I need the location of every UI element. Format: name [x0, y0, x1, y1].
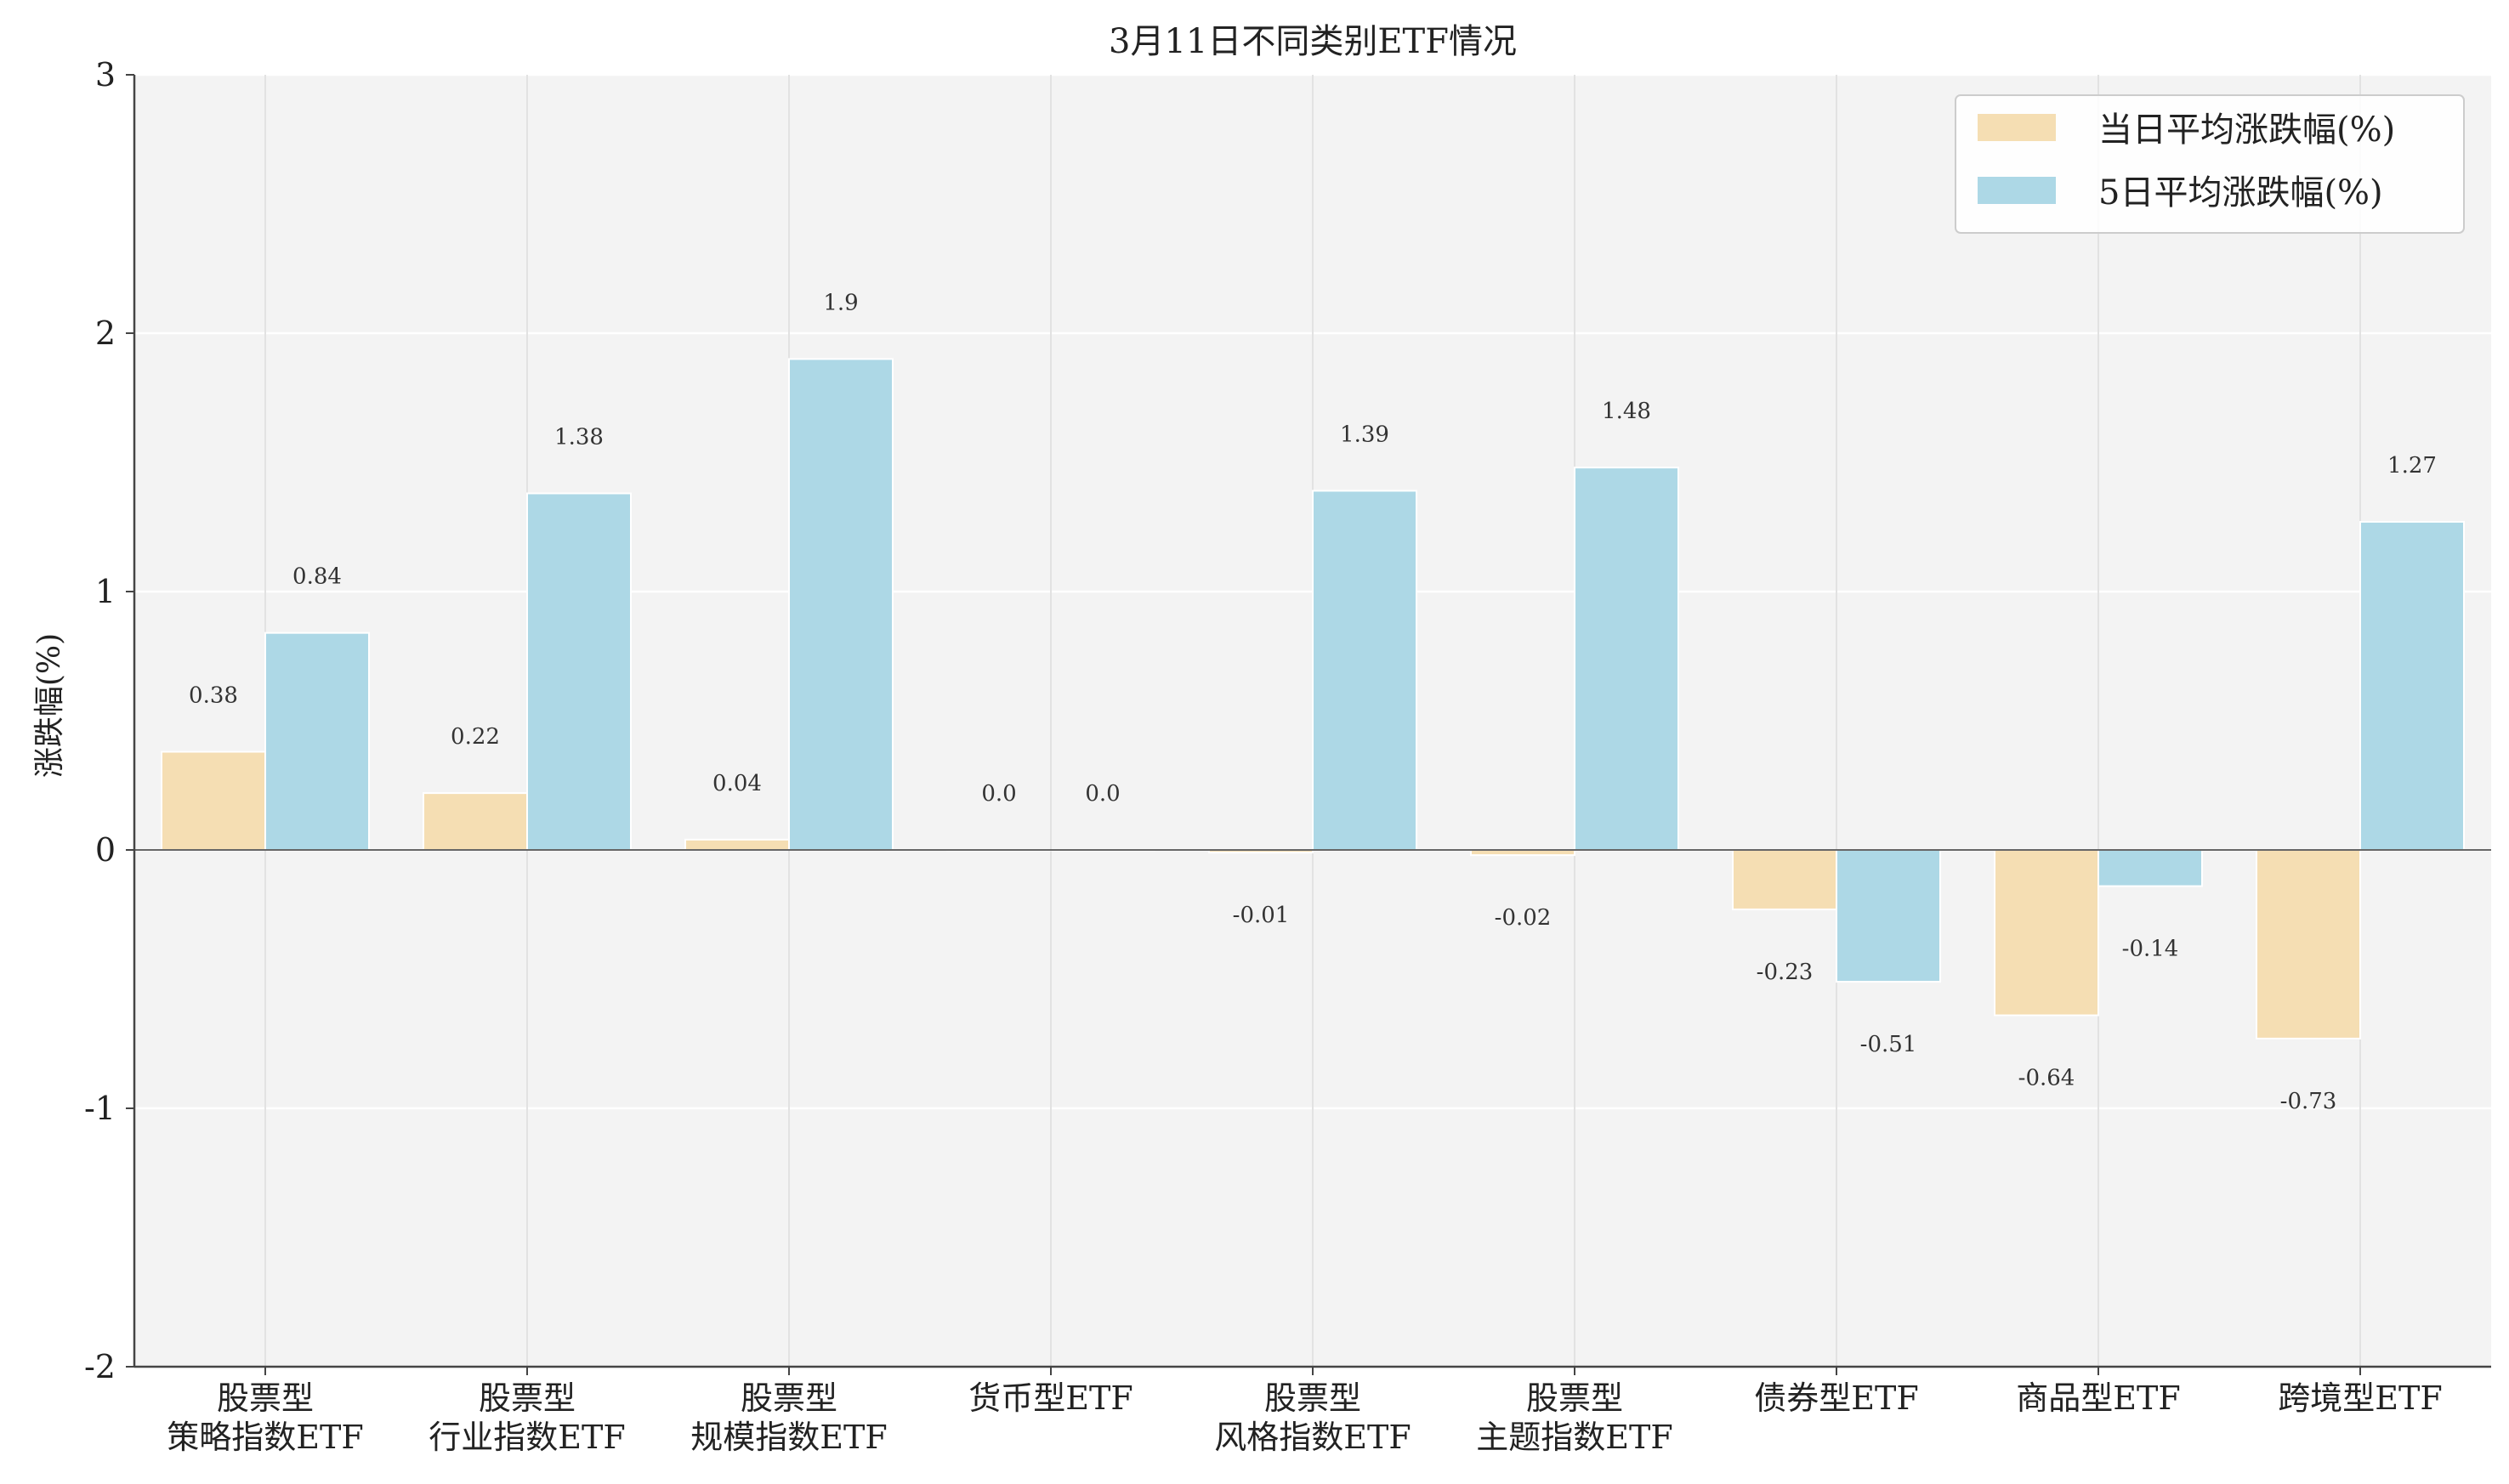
bar-daily-2 — [684, 838, 790, 852]
x-tick-label: 股票型 — [217, 1379, 314, 1417]
data-label-daily-3: 0.0 — [981, 781, 1016, 807]
x-tick-label: 债券型ETF — [1754, 1379, 1918, 1417]
legend-box — [1955, 94, 2465, 234]
bars — [161, 358, 2465, 1039]
x-tick-label: 货币型ETF — [968, 1379, 1132, 1417]
y-tick-label: 2 — [95, 314, 116, 352]
x-tick-label: 股票型 — [741, 1379, 837, 1417]
legend-label-5day: 5日平均涨跌幅(%) — [2098, 173, 2383, 212]
data-label-daily-4: -0.01 — [1233, 903, 1290, 928]
y-tick-label: 3 — [95, 56, 116, 93]
bar-daily-1 — [423, 792, 528, 851]
bar-daily-0 — [161, 750, 266, 851]
data-label-daily-5: -0.02 — [1495, 905, 1552, 931]
data-label-5day-3: 0.0 — [1085, 781, 1120, 807]
bar-5day-8 — [2359, 520, 2465, 851]
chart-title: 3月11日不同类别ETF情况 — [1109, 22, 1517, 61]
data-label-daily-1: 0.22 — [451, 724, 500, 750]
data-label-5day-1: 1.38 — [554, 424, 604, 450]
y-tick-label: 1 — [95, 573, 116, 610]
data-label-5day-0: 0.84 — [292, 564, 342, 590]
bar-5day-5 — [1574, 467, 1679, 852]
x-tick-label: 跨境型ETF — [2278, 1379, 2442, 1417]
x-tick-label: 股票型 — [1264, 1379, 1361, 1417]
legend-label-daily: 当日平均涨跌幅(%) — [2098, 110, 2395, 150]
data-label-5day-5: 1.48 — [1602, 399, 1651, 424]
x-tick-label: 主题指数ETF — [1476, 1419, 1672, 1456]
data-label-5day-2: 1.9 — [823, 290, 858, 315]
legend: 当日平均涨跌幅(%) 5日平均涨跌幅(%) — [1955, 94, 2465, 234]
data-label-daily-7: -0.64 — [2018, 1066, 2075, 1091]
data-labels: 0.38 0.22 0.04 0.0 -0.01 -0.02 -0.23 -0.64 -0.73… — [189, 290, 2437, 1114]
data-label-5day-8: 1.27 — [2387, 453, 2437, 479]
legend-swatch-5day — [1978, 177, 2056, 204]
data-label-daily-6: -0.23 — [1757, 960, 1814, 985]
x-tick-label: 商品型ETF — [2016, 1379, 2180, 1417]
bar-5day-1 — [526, 492, 632, 851]
bar-5day-4 — [1312, 490, 1417, 851]
data-label-daily-0: 0.38 — [189, 683, 238, 708]
bar-5day-7 — [2097, 849, 2203, 887]
data-label-daily-2: 0.04 — [712, 771, 762, 796]
y-tick-label: 0 — [95, 831, 116, 869]
data-label-5day-7: -0.14 — [2122, 937, 2179, 962]
bar-daily-6 — [1732, 849, 1837, 910]
bar-5day-6 — [1836, 849, 1941, 983]
y-tick-label: -2 — [84, 1348, 116, 1385]
y-tick-label: -1 — [84, 1090, 116, 1127]
data-label-daily-8: -0.73 — [2280, 1089, 2337, 1114]
y-axis-label: 涨跌幅(%) — [32, 633, 67, 778]
x-tick-label: 股票型 — [1526, 1379, 1623, 1417]
bar-daily-8 — [2256, 849, 2361, 1039]
x-tick-label: 策略指数ETF — [167, 1419, 363, 1456]
data-label-5day-4: 1.39 — [1340, 422, 1389, 447]
x-tick-label: 股票型 — [479, 1379, 576, 1417]
y-ticks: 3 2 1 0 -1 -2 — [84, 56, 134, 1385]
bar-5day-2 — [788, 358, 894, 851]
legend-swatch-daily — [1978, 114, 2056, 141]
x-tick-label: 风格指数ETF — [1214, 1419, 1411, 1456]
data-label-5day-6: -0.51 — [1860, 1032, 1917, 1057]
bar-daily-7 — [1994, 849, 2099, 1017]
x-tick-label: 行业指数ETF — [429, 1419, 625, 1456]
bar-5day-0 — [264, 632, 370, 852]
x-tick-label: 规模指数ETF — [690, 1419, 887, 1456]
